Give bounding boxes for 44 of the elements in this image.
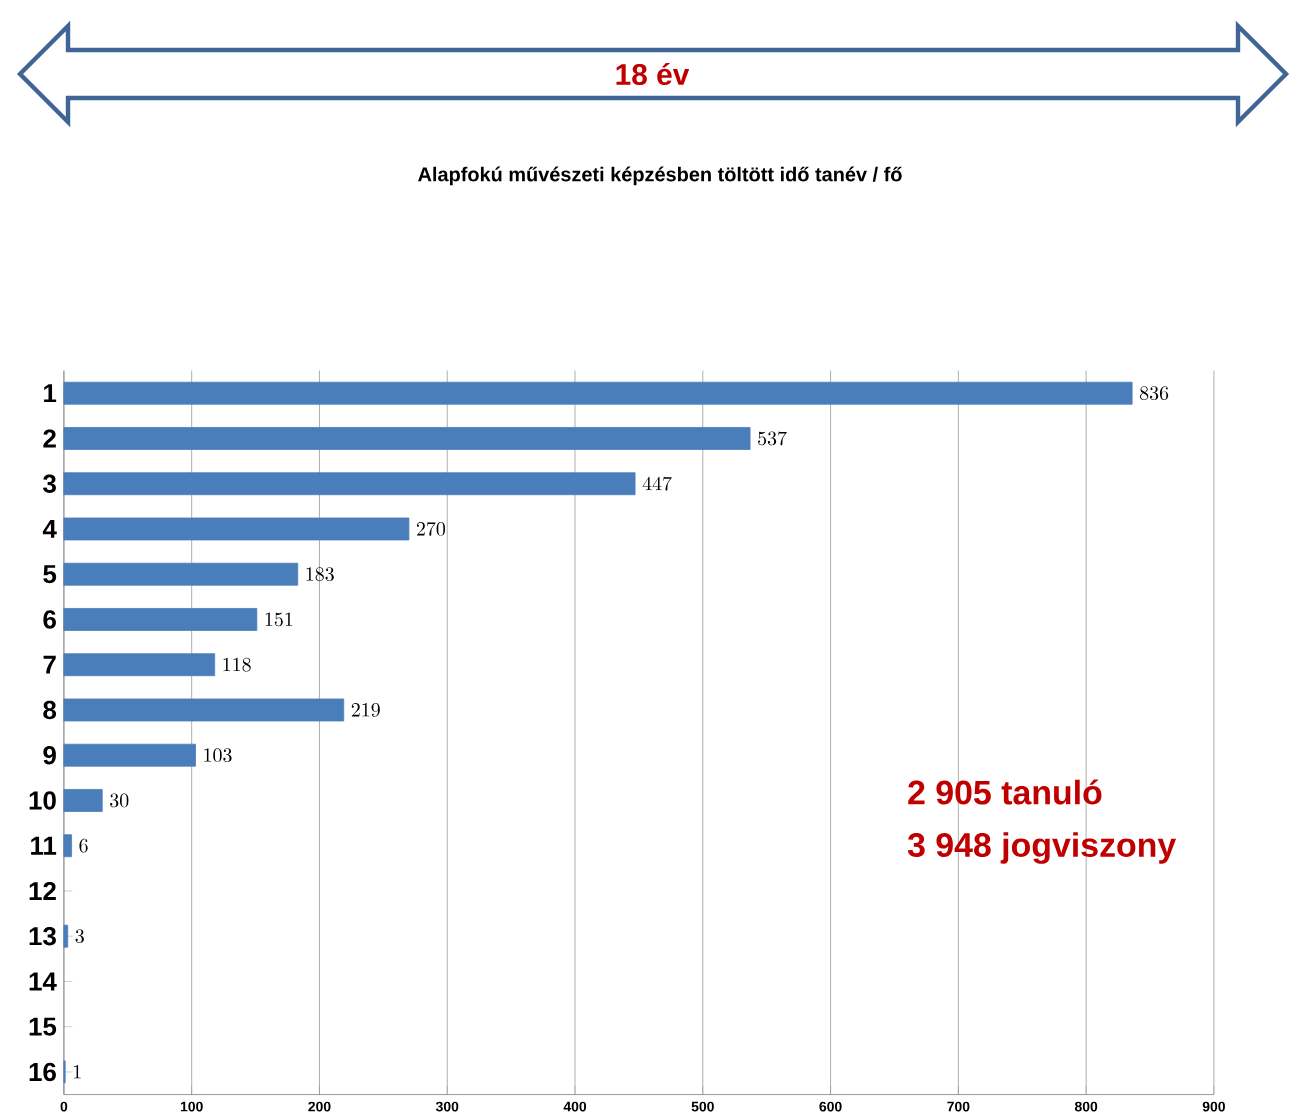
y-tick-label: 6 — [43, 610, 56, 629]
bar — [63, 743, 196, 767]
data-label: 447 — [642, 476, 672, 491]
bar — [63, 608, 258, 631]
data-label: 3 — [75, 929, 84, 944]
annotation: 2 905 tanuló — [908, 779, 1102, 805]
y-tick-label: 16 — [29, 1062, 56, 1082]
y-tick-label: 3 — [43, 474, 56, 493]
y-tick-label: 2 — [43, 429, 56, 448]
annotation: 3 948 jogviszony — [907, 832, 1177, 864]
bar — [63, 789, 103, 812]
chart-title: Alapfokú művészeti képzésben töltött idő tanév / fő — [418, 166, 902, 186]
bar — [63, 427, 751, 450]
data-label: 270 — [416, 521, 446, 536]
bar — [63, 562, 299, 586]
text: 18 év — [616, 62, 690, 86]
data-label: 537 — [758, 431, 787, 446]
data-label: 1 — [74, 1065, 81, 1079]
y-tick-label: 14 — [29, 972, 57, 991]
bar — [63, 698, 345, 722]
y-tick-label: 7 — [43, 655, 56, 674]
bar — [63, 834, 72, 858]
data-label: 6 — [79, 838, 88, 853]
data-label: 118 — [223, 657, 251, 672]
bar — [63, 381, 1133, 405]
y-tick-label: 4 — [42, 520, 57, 538]
data-label: 103 — [204, 748, 232, 763]
data-label: 219 — [351, 703, 380, 717]
bar — [63, 517, 410, 541]
bar — [63, 472, 636, 496]
y-tick-label: 11 — [31, 836, 57, 855]
y-tick-label: 10 — [29, 791, 56, 810]
data-label: 183 — [306, 567, 334, 582]
data-label: 151 — [265, 612, 293, 627]
y-tick-label: 8 — [43, 700, 57, 720]
y-tick-label: 9 — [43, 745, 56, 765]
y-tick-label: 13 — [29, 926, 56, 946]
data-label: 836 — [1140, 386, 1169, 401]
y-tick-label: 15 — [29, 1017, 57, 1036]
bar — [63, 653, 216, 677]
y-tick-label: 12 — [29, 881, 56, 900]
data-label: 30 — [110, 793, 129, 808]
y-tick-label: 1 — [44, 384, 57, 403]
y-tick-label: 5 — [43, 565, 57, 584]
